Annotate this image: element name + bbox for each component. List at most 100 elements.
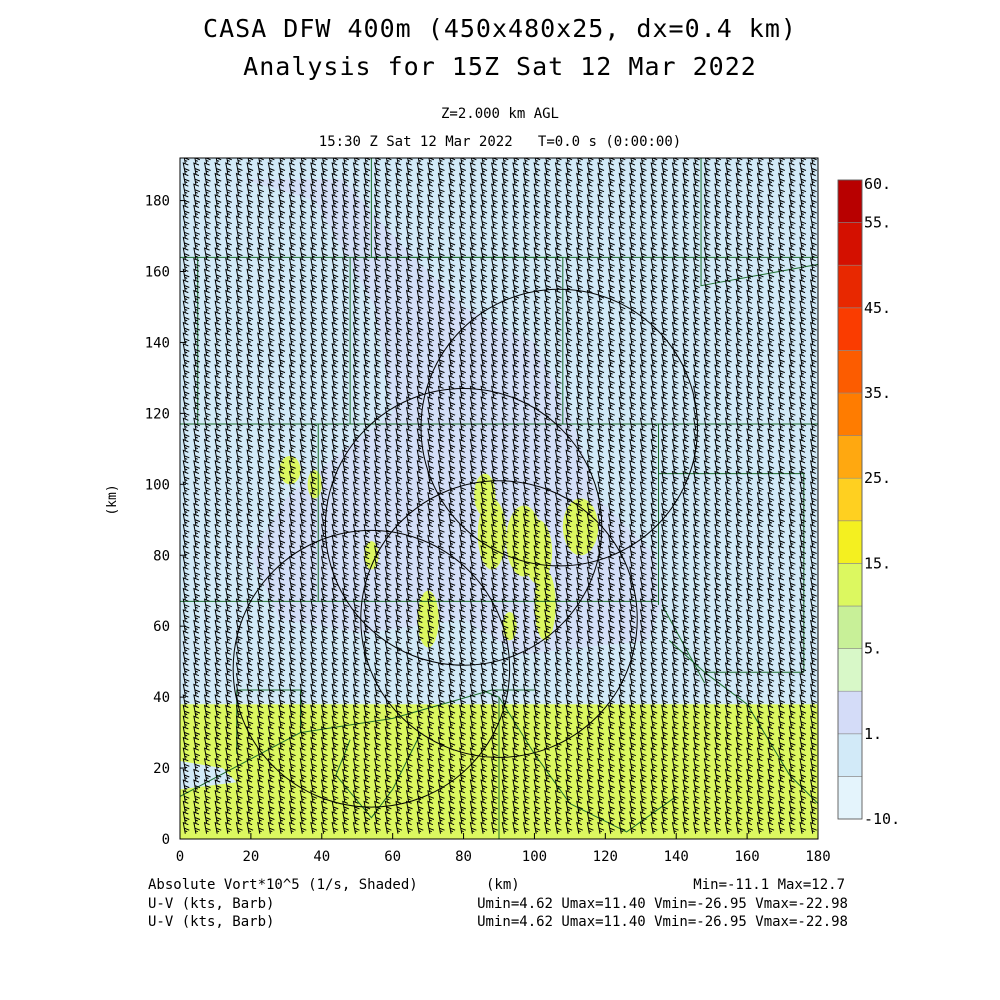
wind-barb xyxy=(608,779,615,792)
wind-barb xyxy=(384,587,392,600)
wind-barb xyxy=(491,726,498,738)
wind-barb xyxy=(288,449,296,462)
wind-barb xyxy=(193,481,201,494)
wind-barb xyxy=(405,758,413,770)
wind-barb xyxy=(235,311,243,323)
wind-barb xyxy=(586,790,594,802)
wind-barb xyxy=(554,811,562,824)
x-tick-label: 180 xyxy=(805,849,830,865)
wind-barb xyxy=(554,268,562,281)
wind-barb xyxy=(331,257,339,270)
wind-barb xyxy=(533,811,541,824)
wind-barb xyxy=(384,555,392,568)
wind-barb xyxy=(203,726,211,738)
wind-barb xyxy=(416,300,424,313)
vorticity-patch xyxy=(417,590,439,648)
wind-barb xyxy=(522,609,530,621)
wind-barb xyxy=(214,268,222,281)
wind-barb xyxy=(597,694,605,707)
wind-barb xyxy=(459,300,466,313)
wind-barb xyxy=(597,566,605,579)
wind-barb xyxy=(554,704,562,717)
wind-barb xyxy=(437,651,445,664)
wind-barb xyxy=(554,449,562,462)
wind-barb xyxy=(480,747,488,760)
wind-barb xyxy=(459,800,466,813)
wind-barb xyxy=(576,545,583,558)
wind-barb xyxy=(363,183,371,196)
wind-barb xyxy=(565,758,573,770)
wind-barb xyxy=(522,587,530,600)
wind-barb xyxy=(491,481,498,494)
wind-barb xyxy=(597,438,605,451)
wind-barb xyxy=(352,449,360,462)
wind-barb xyxy=(384,641,392,653)
wind-barb xyxy=(459,396,466,409)
wind-barb xyxy=(565,502,573,515)
wind-barb xyxy=(257,747,264,760)
wind-barb xyxy=(416,172,424,185)
wind-barb xyxy=(182,513,190,526)
wind-barb xyxy=(363,385,371,398)
wind-barb xyxy=(299,257,307,270)
wind-barb xyxy=(597,662,605,675)
wind-barb xyxy=(480,428,488,441)
wind-barb xyxy=(246,194,254,206)
wind-barb xyxy=(225,406,232,419)
wind-barb xyxy=(214,247,222,260)
wind-barb xyxy=(448,523,456,536)
wind-barb xyxy=(501,779,509,792)
colorbar-swatch xyxy=(837,307,863,351)
wind-barb xyxy=(554,343,562,355)
wind-barb xyxy=(352,800,360,813)
wind-barb xyxy=(352,311,360,323)
wind-barb xyxy=(565,396,573,409)
wind-barb xyxy=(544,513,551,526)
wind-barb xyxy=(214,577,222,589)
wind-barb xyxy=(352,651,360,664)
wind-barb xyxy=(288,736,296,749)
wind-barb xyxy=(448,726,456,738)
wind-barb xyxy=(214,609,222,621)
wind-barb xyxy=(246,353,254,366)
wind-barb xyxy=(459,726,466,738)
wind-barb xyxy=(246,343,254,355)
wind-barb xyxy=(395,226,403,238)
wind-barb xyxy=(246,577,254,589)
county-border xyxy=(335,732,422,819)
wind-barb xyxy=(395,247,403,260)
wind-barb xyxy=(416,449,424,462)
wind-barb xyxy=(363,811,371,824)
wind-barb xyxy=(512,566,520,579)
wind-barb xyxy=(427,534,435,547)
wind-barb xyxy=(427,396,435,409)
wind-barb xyxy=(374,162,381,175)
wind-barb xyxy=(469,364,477,377)
wind-barb xyxy=(331,396,339,409)
wind-barb xyxy=(522,364,530,377)
wind-barb xyxy=(342,523,349,536)
wind-barb xyxy=(501,226,509,238)
wind-barb xyxy=(597,343,605,355)
wind-barb xyxy=(310,311,318,323)
wind-barb xyxy=(310,790,318,802)
wind-barb xyxy=(512,736,520,749)
wind-barb xyxy=(427,587,435,600)
wind-barb xyxy=(480,204,488,217)
wind-barb xyxy=(288,587,296,600)
wind-barb xyxy=(533,779,541,792)
wind-barb xyxy=(193,587,201,600)
wind-barb xyxy=(554,417,562,430)
wind-barb xyxy=(299,662,307,675)
wind-barb xyxy=(193,619,201,632)
wind-barb xyxy=(225,545,232,558)
wind-barb xyxy=(225,279,232,292)
wind-barb xyxy=(469,513,477,526)
wind-barb xyxy=(576,236,583,249)
wind-barb xyxy=(608,353,615,366)
wind-barb xyxy=(342,672,349,685)
wind-barb xyxy=(586,587,594,600)
wind-barb xyxy=(469,332,477,345)
wind-barb xyxy=(342,385,349,398)
wind-barb xyxy=(257,428,264,441)
